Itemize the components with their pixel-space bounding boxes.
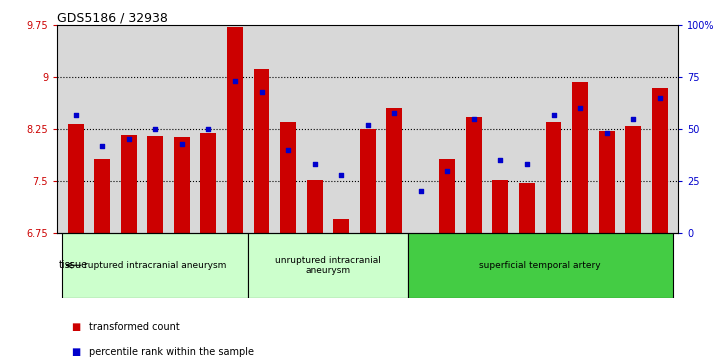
Bar xyxy=(413,233,429,235)
Bar xyxy=(519,183,535,233)
Point xyxy=(442,168,453,174)
Bar xyxy=(280,122,296,233)
Point xyxy=(256,89,267,95)
Bar xyxy=(227,27,243,233)
Bar xyxy=(174,137,190,233)
Point xyxy=(70,112,81,118)
Point xyxy=(415,188,426,194)
Text: ■: ■ xyxy=(71,322,81,332)
Bar xyxy=(493,180,508,233)
Point xyxy=(309,162,321,167)
Bar xyxy=(333,219,349,233)
Point xyxy=(96,143,108,148)
Bar xyxy=(68,124,84,233)
Bar xyxy=(545,122,561,233)
Point xyxy=(521,162,533,167)
Bar xyxy=(408,233,673,298)
Point xyxy=(548,112,559,118)
Bar xyxy=(253,69,269,233)
Bar xyxy=(94,159,110,233)
Text: ruptured intracranial aneurysm: ruptured intracranial aneurysm xyxy=(84,261,226,270)
Bar xyxy=(625,126,641,233)
Point xyxy=(123,136,134,142)
Text: tissue: tissue xyxy=(59,260,88,270)
Point xyxy=(336,172,347,178)
Point xyxy=(388,110,400,115)
Bar xyxy=(121,135,137,233)
Bar xyxy=(572,82,588,233)
Bar xyxy=(62,233,248,298)
Point xyxy=(468,116,480,122)
Bar xyxy=(248,233,408,298)
Point xyxy=(628,116,639,122)
Bar xyxy=(201,132,216,233)
Point xyxy=(362,122,373,128)
Text: superficial temporal artery: superficial temporal artery xyxy=(479,261,601,270)
Bar xyxy=(439,159,456,233)
Point xyxy=(150,126,161,132)
Point xyxy=(203,126,214,132)
Point xyxy=(176,141,188,147)
Text: percentile rank within the sample: percentile rank within the sample xyxy=(89,347,254,357)
Bar xyxy=(147,136,164,233)
Bar xyxy=(386,109,402,233)
Text: unruptured intracranial
aneurysm: unruptured intracranial aneurysm xyxy=(275,256,381,275)
Point xyxy=(601,130,613,136)
Bar xyxy=(466,117,482,233)
Bar xyxy=(652,87,668,233)
Text: transformed count: transformed count xyxy=(89,322,180,332)
Bar xyxy=(360,129,376,233)
Bar xyxy=(306,180,323,233)
Text: GDS5186 / 32938: GDS5186 / 32938 xyxy=(57,11,168,24)
Text: ■: ■ xyxy=(71,347,81,357)
Point xyxy=(574,106,585,111)
Point xyxy=(495,157,506,163)
Point xyxy=(654,95,665,101)
Point xyxy=(229,78,241,84)
Point xyxy=(282,147,293,153)
Bar xyxy=(598,131,615,233)
